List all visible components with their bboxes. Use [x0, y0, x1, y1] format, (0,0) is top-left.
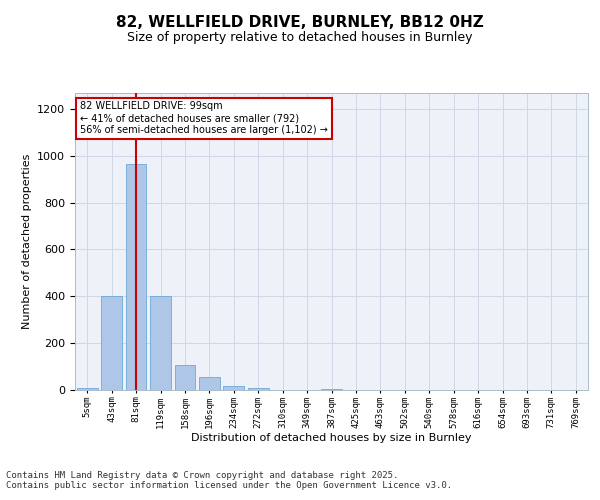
Bar [101, 296, 122, 390]
Text: Contains public sector information licensed under the Open Government Licence v3: Contains public sector information licen… [6, 482, 452, 490]
Text: Size of property relative to detached houses in Burnley: Size of property relative to detached ho… [127, 31, 473, 44]
Text: 82 WELLFIELD DRIVE: 99sqm
← 41% of detached houses are smaller (792)
56% of semi: 82 WELLFIELD DRIVE: 99sqm ← 41% of detac… [80, 102, 328, 134]
Bar [321, 389, 342, 390]
Bar [175, 366, 196, 390]
Bar [248, 388, 269, 390]
Bar [199, 376, 220, 390]
Text: Contains HM Land Registry data © Crown copyright and database right 2025.: Contains HM Land Registry data © Crown c… [6, 470, 398, 480]
X-axis label: Distribution of detached houses by size in Burnley: Distribution of detached houses by size … [191, 434, 472, 444]
Bar [150, 296, 171, 390]
Bar [125, 164, 146, 390]
Text: 82, WELLFIELD DRIVE, BURNLEY, BB12 0HZ: 82, WELLFIELD DRIVE, BURNLEY, BB12 0HZ [116, 15, 484, 30]
Y-axis label: Number of detached properties: Number of detached properties [22, 154, 32, 329]
Bar [77, 388, 98, 390]
Bar [223, 386, 244, 390]
